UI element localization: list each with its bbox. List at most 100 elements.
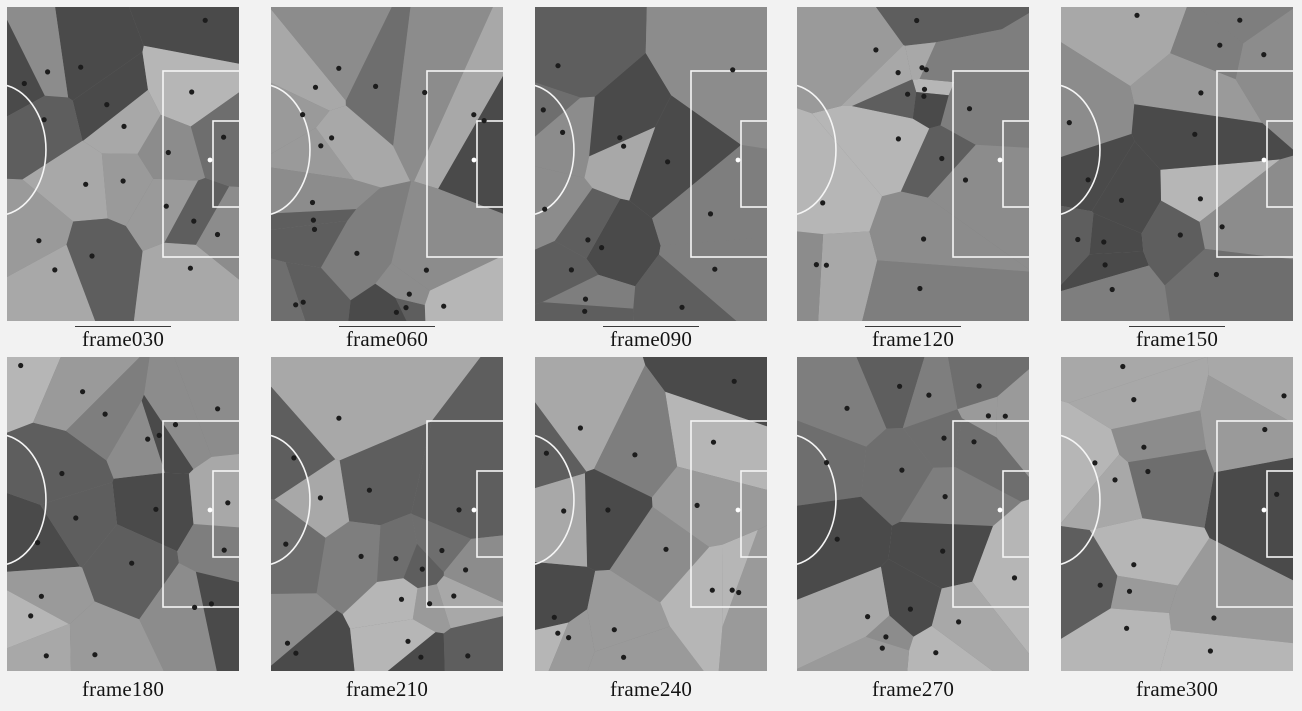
player-dot [300,299,306,305]
voronoi-cell [342,578,418,629]
player-dot [423,267,429,273]
player-dot [73,515,79,521]
player-dot [921,93,927,99]
penalty-area [1216,420,1293,608]
voronoi-cell [880,558,942,637]
voronoi-cell [535,357,646,472]
voronoi-cell [7,7,69,98]
voronoi-cell [414,7,503,189]
player-dot [1197,196,1203,202]
voronoi-cell [1111,410,1206,463]
player-markers [1066,12,1267,293]
voronoi-cell [40,482,118,568]
frame-caption: frame090 [609,327,693,351]
player-dot [1198,90,1204,96]
player-dot [35,540,41,546]
player-dot [336,415,342,421]
player-dot [926,392,932,398]
voronoi-cell [660,544,723,671]
voronoi-cell [271,386,336,500]
player-dot [1085,177,1091,183]
frame-panel: frame180 [7,357,239,711]
voronoi-cell [659,237,767,321]
player-dot [940,548,946,554]
player-dot [561,508,567,514]
voronoi-cell [1160,630,1293,671]
player-dot [621,143,627,149]
voronoi-cell [1164,248,1293,321]
player-dot [192,604,198,610]
voronoi-cell [865,615,914,651]
player-dot [1102,262,1108,268]
voronoi-cell [66,218,143,321]
player-dot [393,309,399,315]
player-dot [1213,271,1219,278]
player-dot [941,435,947,441]
ball-marker [997,157,1003,163]
player-dot [284,640,291,646]
voronoi-cell [955,418,1029,502]
player-dot [895,136,901,142]
player-dot [1101,239,1107,245]
caption-rule [603,326,699,327]
voronoi-regions [535,7,767,321]
voronoi-cell [940,13,1029,148]
voronoi-cell [554,188,621,259]
voronoi-cell [65,357,150,461]
voronoi-cell [1170,7,1244,80]
player-dot [605,507,611,513]
voronoi-cell [7,590,69,649]
player-dot [354,250,360,256]
voronoi-cell [875,7,1029,46]
voronoi-cell [188,454,239,528]
penalty-area [690,420,767,608]
voronoi-cell [271,220,348,268]
player-dot [897,383,903,389]
voronoi-diagram [797,357,1029,671]
voronoi-cell [947,357,1029,410]
player-dot [221,134,227,140]
player-dot [568,267,574,273]
voronoi-cell [899,467,1022,526]
player-dot [309,199,316,206]
player-dot [542,206,548,212]
voronoi-diagram [797,7,1029,321]
player-dot [919,65,925,71]
player-dot [1097,582,1103,588]
player-dot [163,203,169,209]
player-dot [172,422,179,428]
player-dot [283,541,289,547]
voronoi-cell [142,45,239,127]
voronoi-cell [609,506,710,603]
voronoi-cell [584,469,653,571]
voronoi-regions [797,7,1029,321]
voronoi-cell [436,575,503,629]
voronoi-cell [316,521,381,615]
player-dot [966,106,973,112]
player-dot [694,502,700,508]
voronoi-cell [972,499,1029,654]
player-dot [406,291,412,297]
voronoi-diagram [7,357,239,671]
voronoi-cell [195,571,239,671]
frame-caption: frame120 [871,327,955,351]
voronoi-cell [797,357,887,447]
voronoi-regions [1061,357,1293,671]
voronoi-cell [1197,7,1293,44]
player-dot [1092,460,1098,466]
player-dot [373,83,379,89]
player-dot [921,86,928,92]
player-dot [921,236,927,242]
player-markers [283,415,471,660]
pitch-lines [7,70,239,258]
player-dot [883,634,889,640]
voronoi-cell [345,7,411,146]
ball-marker [207,507,213,513]
player-dot [317,495,323,501]
player-dot [318,143,324,149]
pitch-lines [1061,420,1293,608]
player-dot [145,436,151,442]
voronoi-cell [1091,141,1161,234]
player-dot [418,654,424,660]
